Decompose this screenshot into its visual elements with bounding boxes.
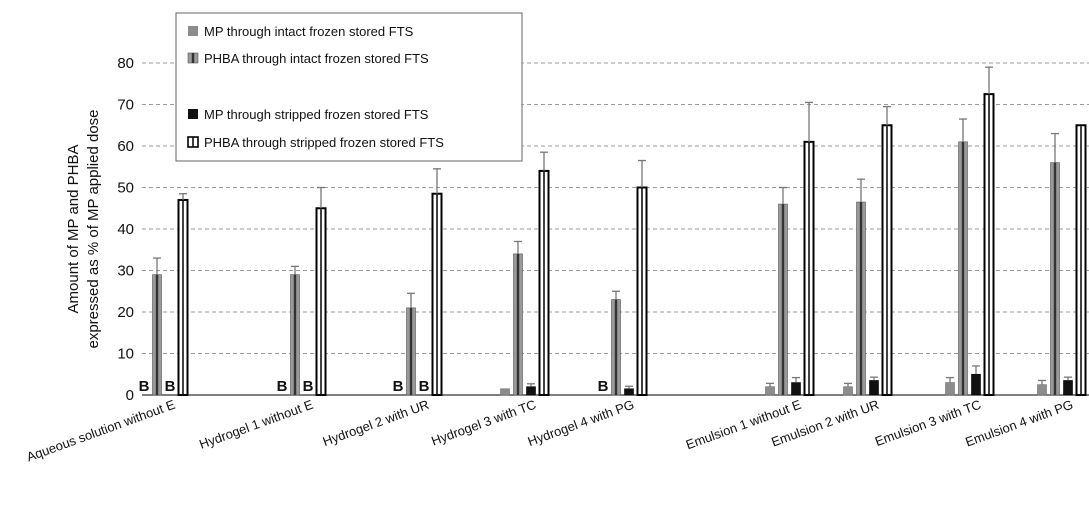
legend-swatch [188,109,198,119]
bar-phba-stripped-stripe [641,188,643,395]
bar [538,151,550,396]
x-tick-label: Hydrogel 1 without E [197,397,315,452]
bar [778,186,788,396]
bar-phba-intact-stripe [293,274,297,395]
bar [945,376,955,396]
bar-mp-stripped [1063,380,1073,396]
bars [152,66,1087,396]
bar [431,168,443,396]
annotation-label: B [303,378,314,395]
bar-mp-intact [945,382,955,396]
bar-phba-stripped-stripe [988,95,990,395]
bar [526,383,536,396]
bar [500,388,510,396]
y-tick-label: 70 [117,97,134,114]
bar [636,159,648,396]
legend-label: PHBA through intact frozen stored FTS [204,51,429,66]
y-tick-label: 50 [117,180,134,197]
y-tick-label: 20 [117,304,134,321]
bar-phba-intact-stripe [516,253,520,395]
bar [869,376,879,396]
bar-phba-intact-stripe [614,299,618,395]
bar [611,290,621,396]
bar-phba-stripped-stripe [808,142,810,395]
bar-mp-stripped [869,380,879,396]
y-tick-label: 0 [126,387,134,404]
bar-mp-stripped [624,388,634,396]
bar-phba-stripped-stripe [436,194,438,395]
y-tick-label: 60 [117,138,134,155]
y-tick-label: 80 [117,55,134,72]
annotation-label: B [419,378,430,395]
bar-mp-intact [1037,384,1047,396]
bar [177,193,189,396]
annotation-label: B [139,378,150,395]
bar-phba-stripped-stripe [1080,126,1082,395]
annotation-label: B [393,378,404,395]
bar [315,186,327,396]
bar [152,257,162,396]
y-axis-label: Amount of MP and PHBA [65,145,82,314]
bar [1037,379,1047,396]
bar [803,101,815,396]
bar [513,240,523,396]
x-tick-label: Hydrogel 4 with PG [526,397,636,449]
bar [983,66,995,396]
axes: 0 10 20 30 40 50 60 70 80 Amount of MP and PHBA ex… [65,55,1089,404]
bar [1075,124,1087,396]
legend-swatch-stripe [192,137,194,147]
bar-phba-intact-stripe [859,202,863,395]
bar-phba-intact-stripe [781,204,785,395]
annotation-label: B [598,378,609,395]
bar-phba-intact-stripe [1053,162,1057,395]
bar [624,385,634,396]
bar [290,265,300,396]
y-tick-label: 10 [117,346,134,363]
bar-mp-stripped [526,386,536,396]
bar [958,118,968,396]
bar-mp-intact [765,386,775,396]
bar-mp-stripped [971,373,981,396]
bar [881,105,893,396]
y-tick-label: 40 [117,221,134,238]
legend-swatch-stripe [191,53,195,63]
bar-mp-intact [843,386,853,396]
annotation-label: B [277,378,288,395]
bar [856,178,866,396]
bar [1050,132,1060,396]
legend-swatch [188,26,198,36]
bar-mp-stripped [791,382,801,396]
annotation-label: B [165,378,176,395]
bar [971,365,981,396]
bar-phba-intact-stripe [155,274,159,395]
bar-phba-intact-stripe [961,141,965,395]
bar-mp-intact [500,388,510,396]
legend: MP through intact frozen stored FTS PHBA … [175,12,523,162]
legend-item: PHBA through stripped frozen stored FTS [187,135,444,150]
bar-phba-stripped-stripe [320,209,322,395]
y-axis-label: expressed as % of MP applied dose [85,109,102,348]
bar [843,382,853,396]
legend-label: MP through stripped frozen stored FTS [204,107,429,122]
x-tick-label: Hydrogel 3 with TC [429,397,538,449]
legend-item: PHBA through intact frozen stored FTS [187,51,429,66]
x-tick-label: Aqueous solution without E [25,397,178,465]
bar [406,292,416,396]
bar-phba-intact-stripe [409,307,413,395]
bar [791,376,801,396]
x-tick-label: Hydrogel 2 with UR [321,397,431,449]
y-tick-label: 30 [117,263,134,280]
bar-phba-stripped-stripe [182,200,184,395]
legend-label: PHBA through stripped frozen stored FTS [204,135,444,150]
bar [765,382,775,396]
legend-label: MP through intact frozen stored FTS [204,24,414,39]
legend-item: MP through intact frozen stored FTS [188,24,414,39]
bar-phba-stripped-stripe [886,126,888,395]
legend-item: MP through stripped frozen stored FTS [188,107,429,122]
bar [1063,376,1073,396]
bar-phba-stripped-stripe [543,171,545,395]
legend-box [175,12,523,162]
